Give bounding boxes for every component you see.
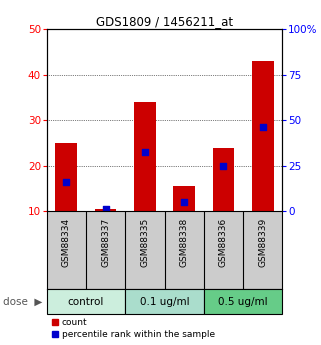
Point — [221, 163, 226, 169]
Legend: count, percentile rank within the sample: count, percentile rank within the sample — [51, 318, 215, 339]
Text: dose  ▶: dose ▶ — [3, 297, 43, 306]
Bar — [47, 289, 125, 314]
Point — [142, 149, 147, 155]
Text: GSM88334: GSM88334 — [62, 218, 71, 267]
Text: 0.1 ug/ml: 0.1 ug/ml — [140, 297, 189, 306]
Text: GSM88336: GSM88336 — [219, 218, 228, 267]
Text: GSM88338: GSM88338 — [180, 218, 189, 267]
Bar — [95, 209, 116, 211]
Title: GDS1809 / 1456211_at: GDS1809 / 1456211_at — [96, 15, 233, 28]
Bar — [252, 61, 273, 211]
Text: GSM88335: GSM88335 — [140, 218, 149, 267]
Bar — [125, 289, 204, 314]
Bar — [56, 143, 77, 211]
Bar — [134, 102, 156, 211]
Bar — [204, 289, 282, 314]
Text: 0.5 ug/ml: 0.5 ug/ml — [218, 297, 268, 306]
Bar — [173, 186, 195, 211]
Point — [260, 125, 265, 130]
Text: control: control — [68, 297, 104, 306]
Text: GSM88337: GSM88337 — [101, 218, 110, 267]
Point — [182, 200, 187, 205]
Point — [64, 179, 69, 185]
Point — [103, 206, 108, 212]
Text: GSM88339: GSM88339 — [258, 218, 267, 267]
Bar — [213, 148, 234, 211]
